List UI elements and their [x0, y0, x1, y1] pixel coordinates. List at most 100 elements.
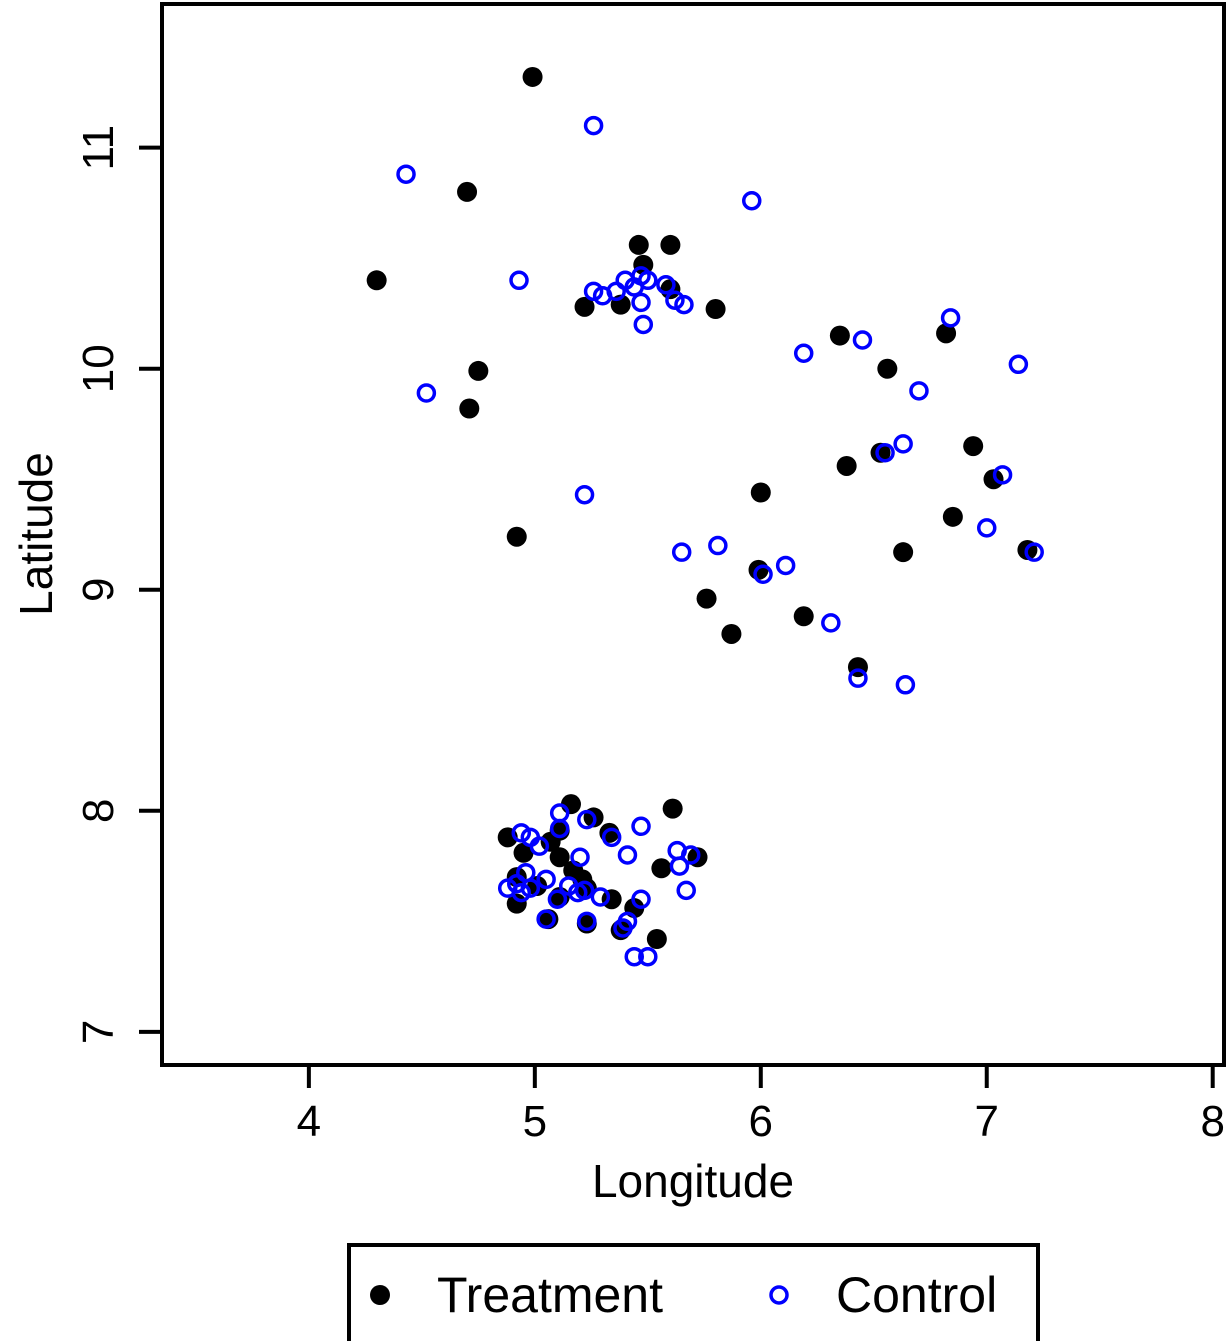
point-treatment — [660, 234, 681, 255]
point-control — [601, 827, 622, 848]
point-control — [852, 330, 873, 350]
point-control — [708, 535, 728, 556]
point-control — [624, 946, 645, 967]
point-control — [631, 292, 651, 313]
point-control — [624, 277, 645, 297]
point-treatment — [893, 542, 914, 563]
y-tick-label: 9 — [74, 578, 123, 602]
point-treatment — [459, 398, 480, 419]
y-axis: 7 8 9 10 11 — [74, 125, 164, 1044]
point-control — [617, 845, 638, 865]
point-control — [511, 882, 532, 903]
point-treatment — [457, 181, 478, 202]
point-control — [895, 675, 916, 695]
point-control — [509, 270, 529, 291]
legend-marker-treatment — [370, 1285, 390, 1305]
point-treatment — [963, 436, 984, 457]
point-control — [570, 847, 590, 867]
point-treatment — [936, 323, 957, 344]
point-control — [638, 946, 658, 967]
point-control — [893, 434, 913, 454]
point-treatment — [721, 623, 742, 644]
point-treatment — [522, 66, 543, 87]
point-control — [671, 542, 692, 562]
point-control — [568, 882, 588, 903]
legend-label-control: Control — [836, 1267, 997, 1323]
point-treatment — [983, 469, 1004, 490]
point-control — [674, 294, 694, 315]
x-axis: 4 5 6 7 8 — [297, 1063, 1225, 1146]
point-treatment — [628, 234, 649, 255]
point-control — [547, 889, 568, 909]
point-control — [396, 164, 416, 184]
y-tick-label: 7 — [74, 1020, 123, 1044]
point-treatment — [468, 360, 489, 381]
point-treatment — [836, 455, 857, 476]
point-treatment — [506, 893, 527, 914]
x-tick-label: 4 — [297, 1097, 321, 1146]
y-axis-title: Latitude — [10, 452, 62, 616]
y-tick-label: 11 — [74, 125, 123, 171]
point-control — [631, 816, 651, 837]
point-control — [574, 484, 595, 505]
point-treatment — [705, 299, 726, 320]
point-control — [875, 442, 895, 463]
point-treatment — [506, 526, 527, 547]
point-control — [1008, 354, 1029, 375]
legend: Treatment Control — [347, 1243, 1040, 1341]
x-tick-label: 7 — [975, 1097, 999, 1146]
point-treatment — [942, 506, 963, 527]
points-layer — [366, 66, 1044, 967]
point-control — [741, 190, 762, 211]
point-treatment — [560, 794, 581, 815]
point-control — [1024, 542, 1044, 562]
x-tick-label: 5 — [523, 1097, 547, 1146]
point-control — [416, 383, 437, 403]
point-control — [529, 836, 550, 856]
point-control — [633, 314, 654, 335]
point-control — [549, 803, 570, 823]
point-control — [583, 115, 604, 136]
point-control — [656, 274, 676, 295]
point-control — [577, 809, 597, 830]
point-treatment — [870, 442, 891, 463]
point-control — [613, 918, 633, 938]
point-treatment — [646, 929, 667, 950]
point-control — [909, 381, 929, 401]
point-control — [577, 911, 597, 932]
point-treatment — [513, 842, 534, 863]
point-treatment — [877, 358, 898, 379]
point-control — [549, 818, 570, 839]
point-control — [775, 555, 796, 576]
legend-label-treatment: Treatment — [437, 1267, 663, 1323]
x-tick-label: 6 — [749, 1097, 773, 1146]
point-control — [592, 286, 613, 306]
point-control — [631, 889, 651, 909]
point-control — [680, 845, 701, 865]
point-treatment — [793, 606, 814, 627]
point-treatment — [662, 798, 683, 819]
point-treatment — [750, 482, 771, 503]
point-treatment — [549, 847, 570, 868]
point-control — [821, 613, 841, 633]
point-control — [536, 909, 556, 929]
point-control — [793, 343, 814, 363]
legend-marker-control — [769, 1285, 789, 1305]
point-control — [753, 564, 773, 585]
point-treatment — [829, 325, 850, 346]
point-control — [590, 887, 611, 907]
point-control — [848, 668, 868, 688]
plot-frame — [160, 2, 1226, 1067]
point-control — [669, 856, 690, 876]
y-tick-label: 8 — [74, 799, 123, 823]
x-tick-label: 8 — [1200, 1097, 1224, 1146]
point-treatment — [574, 296, 595, 317]
point-treatment — [696, 588, 717, 609]
point-control — [940, 308, 961, 328]
point-control — [976, 518, 997, 538]
y-tick-label: 10 — [74, 344, 123, 393]
legend-box — [347, 1243, 1040, 1341]
point-control — [536, 869, 556, 890]
point-treatment — [651, 858, 672, 879]
